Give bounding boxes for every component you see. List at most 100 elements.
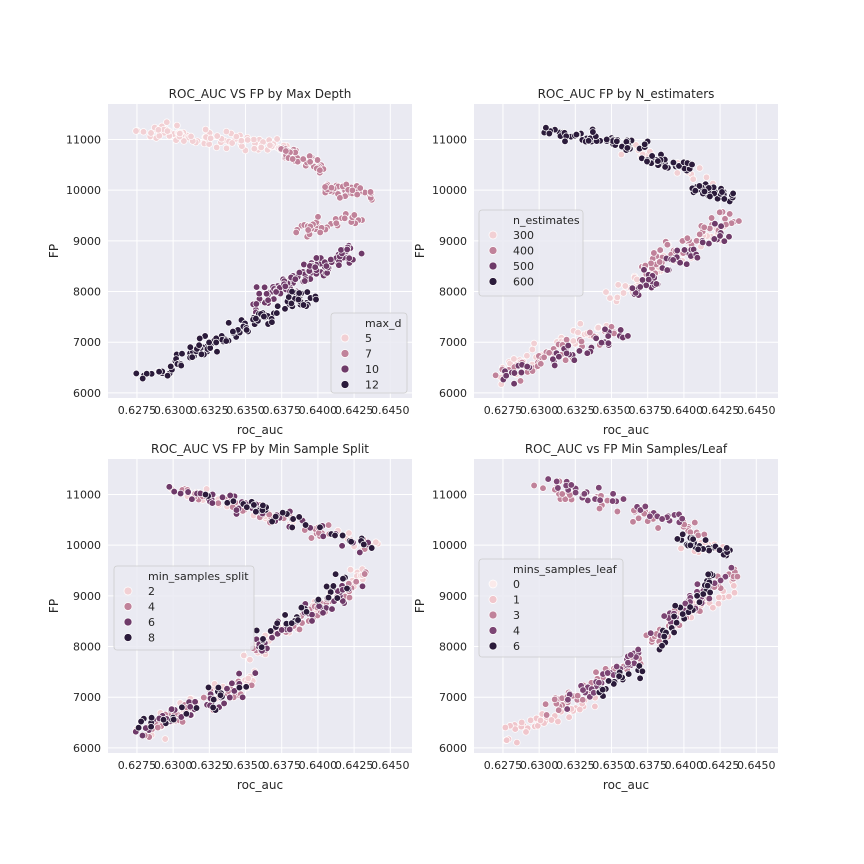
scatter-point [295, 625, 304, 634]
y-tick-label: 9000 [73, 235, 101, 248]
legend-marker [488, 595, 498, 604]
legend-label: 4 [513, 625, 520, 638]
scatter-point [553, 477, 561, 486]
y-axis-label: FP [413, 244, 427, 258]
scatter-point [619, 289, 628, 297]
scatter-point [338, 542, 346, 550]
y-tick-label: 10000 [66, 184, 101, 197]
scatter-point [212, 338, 220, 347]
legend-marker [340, 333, 350, 343]
scatter-point [191, 698, 199, 706]
scatter-point [222, 127, 231, 136]
legend-label: 4 [148, 601, 155, 614]
scatter-point [272, 288, 280, 296]
scatter-point [571, 488, 580, 497]
x-axis-label: roc_auc [603, 423, 649, 437]
scatter-point [176, 489, 185, 498]
scatter-point [604, 677, 613, 685]
scatter-point [623, 144, 632, 152]
scatter-point [324, 593, 333, 602]
scatter-point [238, 693, 247, 701]
scatter-point [170, 715, 178, 724]
scatter-point [563, 705, 571, 713]
y-tick-label: 7000 [439, 336, 467, 349]
scatter-point [554, 484, 562, 492]
scatter-point [358, 582, 367, 590]
scatter-point [372, 538, 380, 546]
scatter-point [235, 683, 244, 692]
scatter-point [273, 135, 281, 143]
scatter-point [564, 341, 572, 350]
scatter-point [627, 651, 635, 659]
scatter-point [705, 546, 713, 555]
scatter-point [307, 534, 316, 542]
scatter-point [700, 187, 709, 196]
scatter-point [601, 325, 609, 333]
scatter-point [673, 169, 681, 177]
y-tick-label: 9000 [439, 235, 467, 248]
scatter-point [167, 705, 176, 713]
legend-frame [478, 209, 584, 297]
legend-marker [488, 246, 498, 255]
scatter-point [223, 685, 231, 693]
scatter-point [670, 612, 678, 621]
scatter-point [303, 288, 311, 296]
scatter-point [143, 370, 151, 378]
scatter-point [579, 686, 587, 694]
scatter-point [613, 507, 622, 516]
scatter-point [579, 696, 587, 704]
scatter-point [154, 126, 163, 134]
scatter-point [332, 219, 340, 227]
scatter-point [592, 668, 600, 676]
scatter-point [693, 580, 702, 588]
x-tick-label: 0.6425 [701, 404, 740, 417]
scatter-point [299, 155, 307, 163]
scatter-point [316, 166, 324, 174]
scatter-point [629, 518, 637, 526]
scatter-point [154, 723, 162, 732]
scatter-point [542, 711, 551, 719]
scatter-point [646, 512, 654, 520]
scatter-point [180, 137, 188, 145]
scatter-point [212, 143, 221, 152]
legend-marker [340, 349, 350, 358]
scatter-point [319, 532, 327, 540]
scatter-point [663, 266, 671, 274]
scatter-point [681, 599, 689, 608]
scatter-points [501, 475, 742, 747]
scatter-point [361, 570, 369, 578]
scatter-point [572, 130, 581, 139]
scatter-point [721, 573, 730, 581]
scatter-point [327, 255, 335, 264]
scatter-point [134, 724, 143, 732]
x-tick-label: 0.6325 [556, 759, 595, 772]
scatter-point [195, 341, 203, 349]
scatter-point [352, 578, 360, 586]
scatter-point [222, 337, 230, 345]
scatter-point [680, 246, 689, 254]
scatter-point [353, 190, 361, 199]
y-axis-label: FP [47, 599, 61, 613]
scatter-point [313, 156, 322, 164]
scatter-point [669, 256, 677, 264]
scatter-point [595, 484, 603, 492]
scatter-point [536, 716, 545, 725]
scatter-point [278, 626, 286, 634]
scatter-point [226, 491, 234, 500]
scatter-point [718, 188, 726, 196]
scatter-point [729, 189, 737, 198]
scatter-point [650, 249, 658, 257]
chart-title: ROC_AUC vs FP Min Samples/Leaf [525, 442, 728, 456]
scatter-point [300, 260, 308, 269]
scatter-point [634, 645, 642, 654]
scatter-point [701, 536, 710, 544]
scatter-point [580, 490, 589, 498]
scatter-point [695, 182, 704, 190]
scatter-point [237, 137, 246, 145]
scatter-point [549, 355, 557, 363]
scatter-point [510, 380, 518, 388]
scatter-point [155, 132, 163, 140]
scatter-point [621, 282, 629, 290]
scatter-point [273, 619, 281, 627]
scatter-point [709, 604, 717, 612]
